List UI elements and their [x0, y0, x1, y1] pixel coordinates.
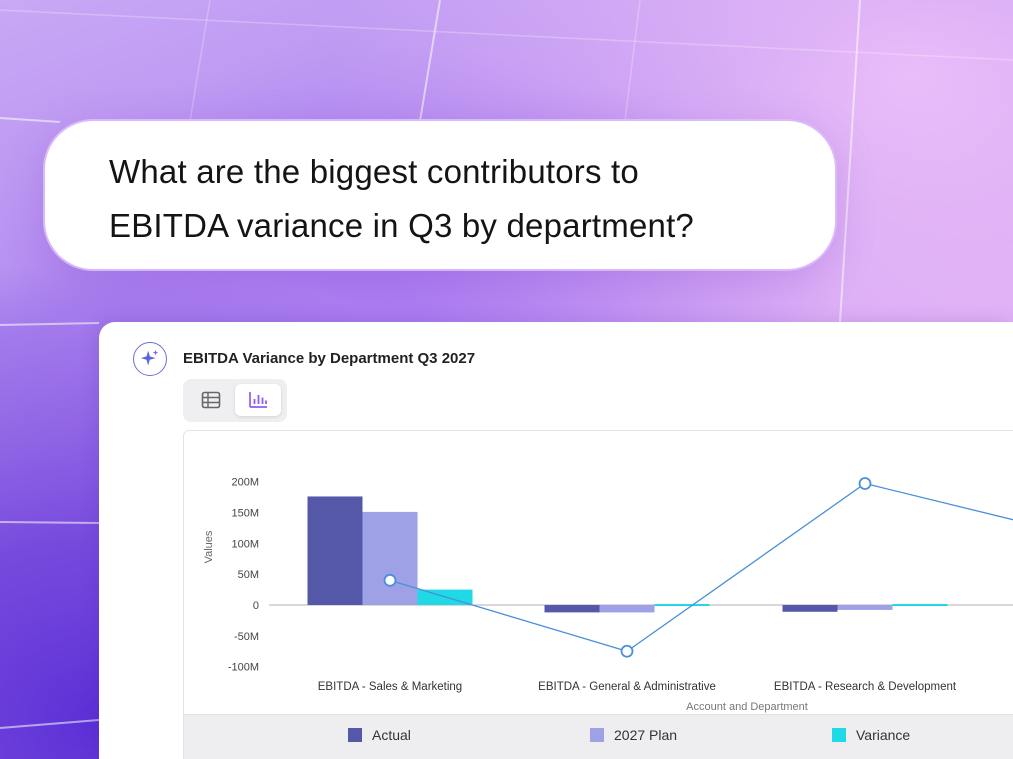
y-tick-label: -50M [234, 631, 259, 643]
y-tick-label: 50M [238, 569, 259, 581]
bar-actual[interactable] [782, 605, 838, 612]
x-axis-label: Account and Department [686, 701, 808, 713]
legend-label-actual: Actual [372, 727, 411, 743]
legend-item-variance[interactable]: Variance [832, 727, 910, 743]
x-category-label: EBITDA - Research & Development [774, 681, 957, 693]
question-bubble: What are the biggest contributors to EBI… [45, 121, 835, 269]
y-tick-label: 200M [231, 477, 259, 489]
bar-variance[interactable] [892, 604, 948, 606]
question-line-2: EBITDA variance in Q3 by department? [109, 207, 694, 244]
trend-point[interactable] [620, 644, 634, 658]
x-category-label: EBITDA - Sales & Marketing [318, 681, 462, 693]
bar-variance[interactable] [654, 604, 710, 606]
bar-actual[interactable] [544, 605, 600, 613]
view-toggle [183, 379, 287, 422]
chart-panel: 200M 150M 100M 50M 0 -50M -100M EBITDA - Sales… [183, 430, 1013, 759]
legend-label-variance: Variance [856, 727, 911, 743]
y-tick-label: -100M [228, 662, 259, 674]
legend-swatch-actual [348, 728, 362, 742]
chart-legend: Actual 2027 Plan Variance [184, 714, 1013, 759]
bar-actual[interactable] [307, 496, 363, 605]
sparkle-icon [133, 342, 167, 376]
chart-view-button[interactable] [235, 384, 281, 416]
bar-plan[interactable] [362, 511, 418, 605]
variance-chart: 200M 150M 100M 50M 0 -50M -100M EBITDA - Sales… [203, 477, 1013, 713]
card-title: EBITDA Variance by Department Q3 2027 [183, 350, 476, 367]
legend-item-actual[interactable]: Actual [348, 727, 411, 743]
x-category-label: EBITDA - General & Administrative [538, 681, 716, 693]
legend-swatch-plan [590, 728, 604, 742]
trend-point[interactable] [858, 477, 872, 490]
trend-point[interactable] [383, 573, 397, 587]
y-tick-label: 150M [231, 507, 259, 519]
y-tick-label: 0 [253, 600, 259, 612]
legend-item-plan[interactable]: 2027 Plan [590, 727, 677, 743]
legend-label-plan: 2027 Plan [614, 727, 678, 743]
bar-plan[interactable] [837, 605, 893, 610]
question-line-1: What are the biggest contributors to [109, 153, 639, 190]
legend-swatch-variance [832, 728, 846, 742]
table-icon [201, 391, 221, 409]
bar-plan[interactable] [599, 605, 655, 613]
bar-chart-icon [249, 392, 267, 408]
table-view-button[interactable] [188, 384, 234, 416]
trend-line [389, 482, 1013, 652]
y-tick-label: 100M [231, 538, 259, 550]
answer-card: EBITDA Variance by Department Q3 2027 20 [99, 322, 1013, 759]
y-axis-label: Values [203, 530, 215, 563]
